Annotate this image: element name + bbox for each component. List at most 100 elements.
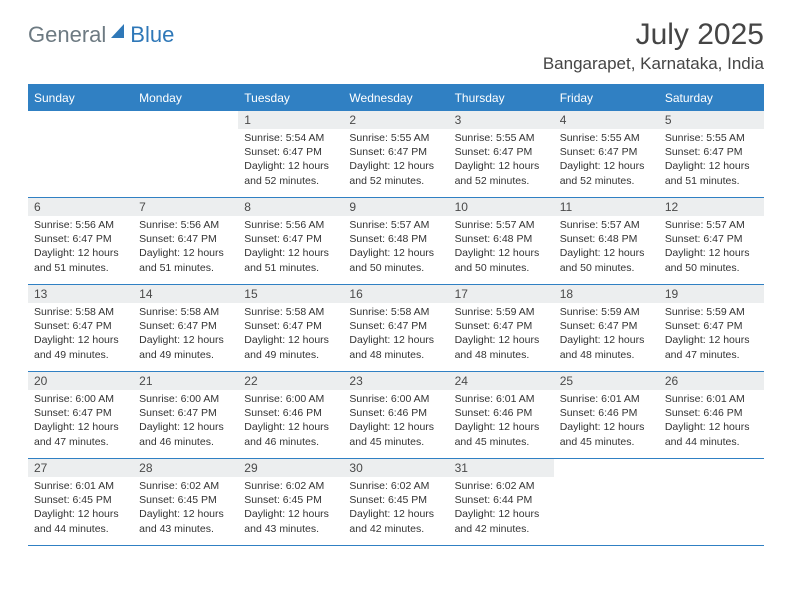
sunrise-line: Sunrise: 5:57 AM [665, 218, 758, 232]
day-cell: 30Sunrise: 6:02 AMSunset: 6:45 PMDayligh… [343, 459, 448, 545]
day-number: 31 [449, 459, 554, 477]
day-body: Sunrise: 6:02 AMSunset: 6:44 PMDaylight:… [449, 477, 554, 540]
day-number: 13 [28, 285, 133, 303]
daylight-line: Daylight: 12 hours and 50 minutes. [560, 246, 653, 274]
daylight-line: Daylight: 12 hours and 50 minutes. [349, 246, 442, 274]
sunset-line: Sunset: 6:47 PM [560, 319, 653, 333]
day-body: Sunrise: 5:56 AMSunset: 6:47 PMDaylight:… [238, 216, 343, 279]
daylight-line: Daylight: 12 hours and 45 minutes. [349, 420, 442, 448]
daylight-line: Daylight: 12 hours and 49 minutes. [34, 333, 127, 361]
day-cell: 6Sunrise: 5:56 AMSunset: 6:47 PMDaylight… [28, 198, 133, 284]
day-cell: 8Sunrise: 5:56 AMSunset: 6:47 PMDaylight… [238, 198, 343, 284]
day-cell: 7Sunrise: 5:56 AMSunset: 6:47 PMDaylight… [133, 198, 238, 284]
sunrise-line: Sunrise: 6:00 AM [244, 392, 337, 406]
sunrise-line: Sunrise: 6:02 AM [244, 479, 337, 493]
daylight-line: Daylight: 12 hours and 47 minutes. [665, 333, 758, 361]
daylight-line: Daylight: 12 hours and 49 minutes. [244, 333, 337, 361]
day-number: 22 [238, 372, 343, 390]
sunrise-line: Sunrise: 5:56 AM [244, 218, 337, 232]
dayname: Saturday [659, 86, 764, 111]
day-number: 9 [343, 198, 448, 216]
day-cell: 21Sunrise: 6:00 AMSunset: 6:47 PMDayligh… [133, 372, 238, 458]
daylight-line: Daylight: 12 hours and 51 minutes. [244, 246, 337, 274]
day-number: 20 [28, 372, 133, 390]
day-number: 5 [659, 111, 764, 129]
sunrise-line: Sunrise: 6:00 AM [139, 392, 232, 406]
day-body: Sunrise: 6:00 AMSunset: 6:46 PMDaylight:… [238, 390, 343, 453]
sunrise-line: Sunrise: 5:56 AM [34, 218, 127, 232]
daylight-line: Daylight: 12 hours and 46 minutes. [244, 420, 337, 448]
day-cell: 13Sunrise: 5:58 AMSunset: 6:47 PMDayligh… [28, 285, 133, 371]
day-cell: 31Sunrise: 6:02 AMSunset: 6:44 PMDayligh… [449, 459, 554, 545]
day-cell: 25 Sunrise: 6:01 AMSunset: 6:46 PMDayligh… [554, 372, 659, 458]
dayname: Tuesday [238, 86, 343, 111]
sunset-line: Sunset: 6:47 PM [560, 145, 653, 159]
day-number: 21 [133, 372, 238, 390]
daylight-line: Daylight: 12 hours and 42 minutes. [455, 507, 548, 535]
daylight-line: Daylight: 12 hours and 45 minutes. [455, 420, 548, 448]
day-body: Sunrise: 6:02 AMSunset: 6:45 PMDaylight:… [343, 477, 448, 540]
dayname: Sunday [28, 86, 133, 111]
day-body: Sunrise: 5:57 AMSunset: 6:48 PMDaylight:… [554, 216, 659, 279]
sunset-line: Sunset: 6:47 PM [665, 319, 758, 333]
week-row: 20Sunrise: 6:00 AMSunset: 6:47 PMDayligh… [28, 372, 764, 459]
day-number: 14 [133, 285, 238, 303]
sunrise-line: Sunrise: 6:01 AM [455, 392, 548, 406]
day-number: 10 [449, 198, 554, 216]
sunrise-line: Sunrise: 5:59 AM [560, 305, 653, 319]
day-number: 24 [449, 372, 554, 390]
sunset-line: Sunset: 6:46 PM [560, 406, 653, 420]
daylight-line: Daylight: 12 hours and 52 minutes. [560, 159, 653, 187]
day-cell: 12 Sunrise: 5:57 AMSunset: 6:47 PMDayligh… [659, 198, 764, 284]
sunset-line: Sunset: 6:47 PM [455, 319, 548, 333]
sunrise-line: Sunrise: 5:56 AM [139, 218, 232, 232]
daylight-line: Daylight: 12 hours and 48 minutes. [349, 333, 442, 361]
sunset-line: Sunset: 6:46 PM [455, 406, 548, 420]
sunrise-line: Sunrise: 5:58 AM [349, 305, 442, 319]
sunset-line: Sunset: 6:45 PM [244, 493, 337, 507]
day-cell: 28Sunrise: 6:02 AMSunset: 6:45 PMDayligh… [133, 459, 238, 545]
sunset-line: Sunset: 6:47 PM [34, 319, 127, 333]
week-row: 13Sunrise: 5:58 AMSunset: 6:47 PMDayligh… [28, 285, 764, 372]
day-body: Sunrise: 5:58 AMSunset: 6:47 PMDaylight:… [133, 303, 238, 366]
daylight-line: Daylight: 12 hours and 50 minutes. [665, 246, 758, 274]
daylight-line: Daylight: 12 hours and 49 minutes. [139, 333, 232, 361]
day-number: 25 [554, 372, 659, 390]
day-number: 12 [659, 198, 764, 216]
sunrise-line: Sunrise: 5:58 AM [244, 305, 337, 319]
day-cell: 4Sunrise: 5:55 AMSunset: 6:47 PMDaylight… [554, 111, 659, 197]
header: General Blue July 2025 Bangarapet, Karna… [28, 18, 764, 74]
logo-word-1: General [28, 22, 106, 48]
sunrise-line: Sunrise: 6:01 AM [665, 392, 758, 406]
sunrise-line: Sunrise: 5:55 AM [560, 131, 653, 145]
sunrise-line: Sunrise: 6:01 AM [34, 479, 127, 493]
day-body: Sunrise: 5:56 AMSunset: 6:47 PMDaylight:… [133, 216, 238, 279]
sunrise-line: Sunrise: 5:57 AM [349, 218, 442, 232]
sunrise-line: Sunrise: 5:58 AM [34, 305, 127, 319]
day-cell: 11Sunrise: 5:57 AMSunset: 6:48 PMDayligh… [554, 198, 659, 284]
sunrise-line: Sunrise: 5:57 AM [455, 218, 548, 232]
logo-sail-icon [110, 23, 128, 41]
day-number: 2 [343, 111, 448, 129]
sunset-line: Sunset: 6:47 PM [139, 406, 232, 420]
day-number: 29 [238, 459, 343, 477]
sunrise-line: Sunrise: 6:01 AM [560, 392, 653, 406]
daylight-line: Daylight: 12 hours and 45 minutes. [560, 420, 653, 448]
sunset-line: Sunset: 6:47 PM [34, 406, 127, 420]
sunset-line: Sunset: 6:47 PM [665, 232, 758, 246]
day-body: Sunrise: 5:58 AMSunset: 6:47 PMDaylight:… [28, 303, 133, 366]
sunrise-line: Sunrise: 6:02 AM [139, 479, 232, 493]
day-number: 16 [343, 285, 448, 303]
dayname: Wednesday [343, 86, 448, 111]
day-body: Sunrise: 6:00 AMSunset: 6:47 PMDaylight:… [133, 390, 238, 453]
dayname-row: SundayMondayTuesdayWednesdayThursdayFrid… [28, 86, 764, 111]
sunrise-line: Sunrise: 6:02 AM [349, 479, 442, 493]
daylight-line: Daylight: 12 hours and 50 minutes. [455, 246, 548, 274]
logo: General Blue [28, 22, 174, 48]
day-cell: 16Sunrise: 5:58 AMSunset: 6:47 PMDayligh… [343, 285, 448, 371]
day-body: Sunrise: 5:57 AMSunset: 6:48 PMDaylight:… [449, 216, 554, 279]
day-body: Sunrise: 5:59 AMSunset: 6:47 PMDaylight:… [659, 303, 764, 366]
daylight-line: Daylight: 12 hours and 43 minutes. [139, 507, 232, 535]
dayname: Monday [133, 86, 238, 111]
day-number: 17 [449, 285, 554, 303]
